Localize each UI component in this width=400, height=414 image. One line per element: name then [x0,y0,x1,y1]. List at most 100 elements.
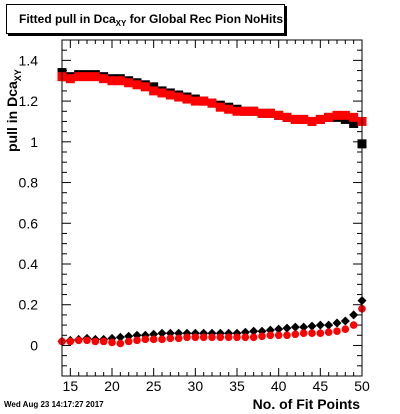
data-point-circle [316,329,325,338]
data-point-square [132,80,142,90]
data-point-circle [191,333,200,342]
data-point-circle [116,339,125,348]
y-tick-label: 0 [30,337,38,353]
y-tick-label: 1 [30,134,38,150]
data-point-circle [141,335,150,344]
y-tick-label: 1.2 [19,93,39,109]
x-axis-label: No. of Fit Points [252,396,360,412]
y-tick-label: 0.6 [19,215,39,231]
title-subscript: XY [115,19,127,28]
data-point-square [249,106,259,116]
title-box: Fitted pull in DcaXY for Global Rec Pion… [6,4,285,34]
data-point-square [199,96,209,106]
x-tick-label: 35 [229,378,245,394]
data-point-circle [283,331,291,340]
y-tick-label: 0.2 [19,297,39,313]
data-point-diamond [340,316,350,326]
data-point-circle [124,337,133,346]
data-point-circle [183,333,191,342]
data-point-circle [341,325,350,333]
y-axis-label: pull in DcaXY [4,69,23,152]
data-point-circle [349,321,358,329]
data-point-square [174,92,184,102]
data-point-square [290,114,300,124]
data-point-square [315,114,325,124]
title-suffix: for Global Rec Pion NoHits [126,12,284,26]
data-point-square [224,104,234,114]
data-point-circle [249,333,258,342]
data-point-circle [233,333,241,342]
data-point-square [324,112,334,122]
timestamp: Wed Aug 23 14:17:27 2017 [4,400,104,409]
data-point-square [182,94,192,104]
data-point-square [299,114,309,124]
data-point-square [65,74,75,84]
data-point-circle [324,328,333,337]
data-point-circle [91,337,100,346]
data-point-square [332,110,342,120]
data-point-circle [224,333,233,342]
data-point-square [115,76,125,86]
tick-layer: 15 20 25 30 35 40 45 50 0 0.2 0.4 0.6 0.8 1 1.2 1.4 [19,39,370,394]
data-point-circle [299,329,308,338]
data-point-circle [266,331,275,340]
x-tick-label: 50 [354,378,370,394]
data-point-square [82,72,92,82]
x-tick-label: 15 [63,378,79,394]
data-point-square [165,90,175,100]
x-tick-label: 25 [146,378,162,394]
data-point-circle [66,337,75,346]
x-tick-label: 20 [104,378,120,394]
y-axis-label-subscript: XY [13,69,23,82]
data-point-square [124,78,134,88]
y-tick-label: 0.4 [19,256,39,272]
data-point-circle [174,334,183,343]
data-point-circle [99,337,108,346]
y-axis-label-main: pull in Dca [4,81,20,152]
data-point-diamond [307,321,317,331]
x-tick-label: 30 [188,378,204,394]
data-point-circle [133,336,141,345]
data-point-circle [166,334,175,343]
data-point-circle [291,330,300,339]
data-point-circle [149,335,158,344]
data-point-square [274,110,284,120]
data-point-square [340,110,350,120]
data-point-circle [74,336,83,345]
y-tick-label: 1.4 [19,52,39,68]
data-point-square [140,82,150,92]
data-point-square [190,96,200,106]
data-point-circle [108,338,116,347]
title-prefix: Fitted pull in Dca [19,12,116,26]
data-point-diamond [299,322,309,332]
data-point-square [99,74,109,84]
data-point-square [74,72,84,82]
x-tick-label: 45 [313,378,329,394]
data-point-circle [158,335,166,344]
data-point-square [307,116,317,126]
data-point-circle [274,331,283,340]
data-point-square [282,112,292,122]
data-point-square [207,98,217,108]
data-point-circle [333,327,341,336]
data-point-square [240,106,250,116]
data-point-circle [208,333,216,342]
data-point-diamond [115,332,125,342]
data-point-square [349,112,359,122]
data-point-diamond [249,326,259,336]
data-point-square [215,102,225,112]
chart-title: Fitted pull in DcaXY for Global Rec Pion… [19,12,283,28]
data-layer [57,68,367,348]
data-point-circle [308,329,316,338]
data-point-square [90,72,100,82]
plot-frame [61,39,363,377]
data-point-circle [241,333,250,342]
data-point-square [157,88,167,98]
data-point-diamond [332,318,342,328]
data-point-square [232,106,242,116]
data-point-circle [199,333,208,342]
data-point-circle [216,333,225,342]
data-point-square [265,108,275,118]
data-point-circle [83,336,91,345]
data-point-square [149,86,159,96]
